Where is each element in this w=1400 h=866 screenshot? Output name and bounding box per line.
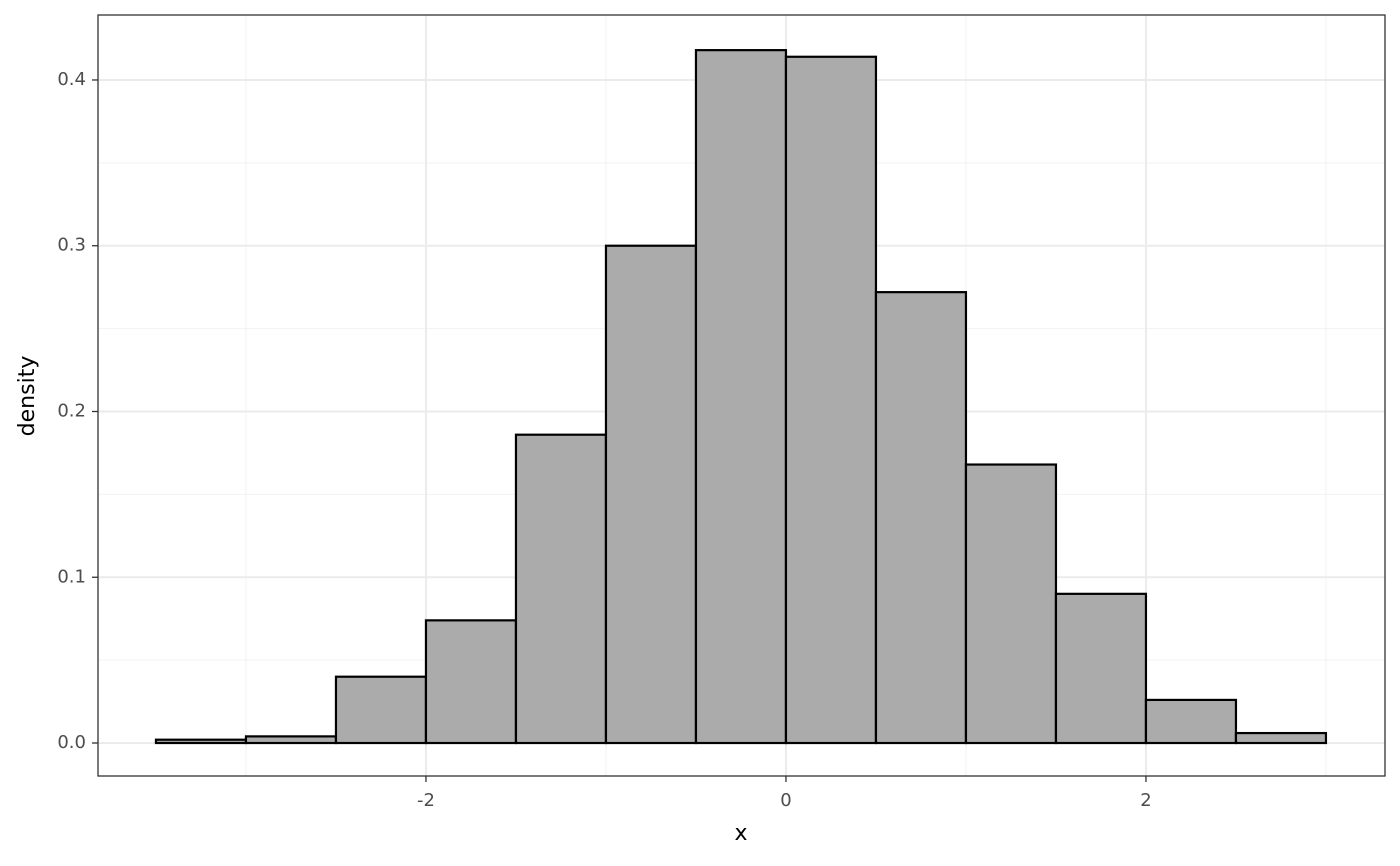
axes: -2 0 2 0.0 0.1 0.2 0.3 0.4 [57,69,1151,811]
y-tick-label: 0.2 [57,400,86,421]
bar [694,49,788,745]
bar [964,463,1058,745]
x-tick-label: -2 [417,790,435,811]
y-tick-label: 0.1 [57,566,86,587]
y-tick-label: 0.4 [57,69,86,90]
bar [784,55,878,745]
bar [514,433,608,745]
bar [874,291,968,745]
y-tick-label: 0.3 [57,235,86,256]
panel-border [97,14,1386,777]
bar [244,735,338,745]
bar [1144,698,1238,745]
bar [154,738,248,745]
x-axis-title: x [734,821,747,846]
bar [334,675,428,745]
x-tick-label: 2 [1140,790,1151,811]
y-tick-label: 0.0 [57,732,86,753]
bar [424,619,518,745]
y-axis-title: density [15,356,40,437]
bar [1054,592,1148,745]
bars [154,49,1328,745]
bar [604,244,698,745]
x-tick-label: 0 [780,790,791,811]
bar [1234,731,1328,745]
